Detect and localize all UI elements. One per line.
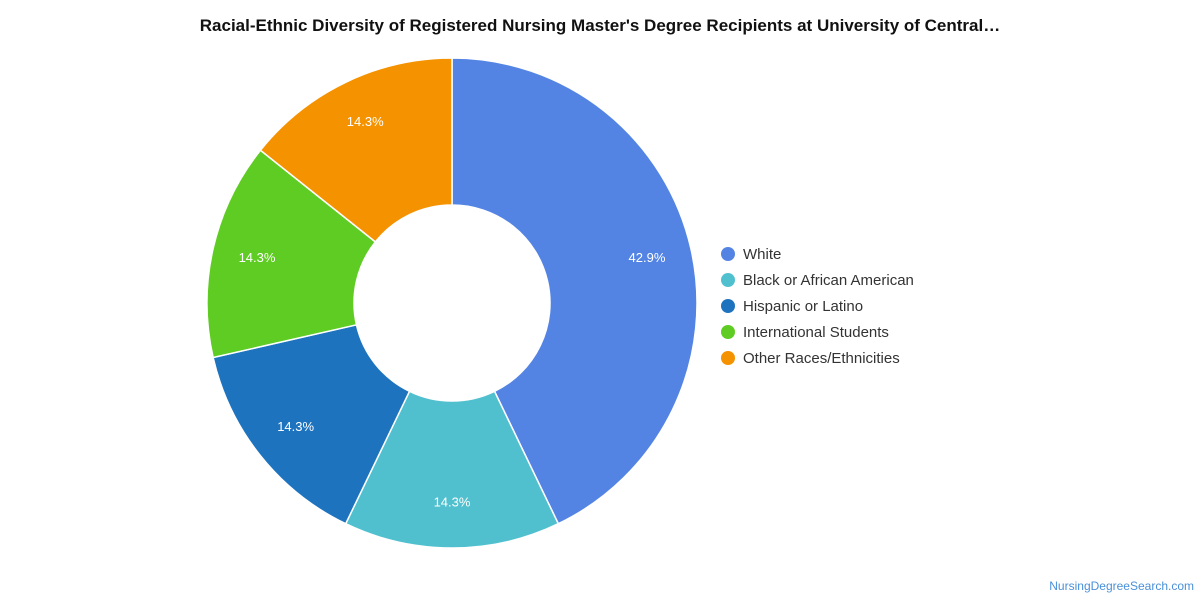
slice-label-4: 14.3% xyxy=(347,114,384,129)
legend-label: Hispanic or Latino xyxy=(743,297,864,315)
slice-label-0: 42.9% xyxy=(629,250,666,265)
legend-marker xyxy=(721,299,735,313)
slice-2[interactable] xyxy=(212,323,411,525)
chart-legend: White Black or African American Hispanic o… xyxy=(721,241,914,371)
legend-item[interactable]: Black or African American xyxy=(721,267,914,293)
legend-label: International Students xyxy=(743,323,889,341)
slice-0[interactable] xyxy=(451,57,698,525)
legend-marker xyxy=(721,273,735,287)
slice-label-1: 14.3% xyxy=(434,494,471,509)
slice-label-3: 14.3% xyxy=(239,250,276,265)
legend-label: Black or African American xyxy=(743,271,914,289)
slice-1[interactable] xyxy=(344,390,560,549)
slice-3[interactable] xyxy=(206,149,377,359)
chart-title: Racial-Ethnic Diversity of Registered Nu… xyxy=(199,16,1001,35)
legend-label: White xyxy=(743,245,782,263)
legend-item[interactable]: White xyxy=(721,241,914,267)
legend-marker xyxy=(721,247,735,261)
legend-marker xyxy=(721,351,735,365)
legend-label: Other Races/Ethnicities xyxy=(743,349,900,367)
source-link[interactable]: NursingDegreeSearch.com xyxy=(1049,579,1194,593)
legend-item[interactable]: Hispanic or Latino xyxy=(721,293,914,319)
legend-item[interactable]: International Students xyxy=(721,319,914,345)
legend-item[interactable]: Other Races/Ethnicities xyxy=(721,345,914,371)
legend-marker xyxy=(721,325,735,339)
slice-4[interactable] xyxy=(259,57,453,243)
slice-label-2: 14.3% xyxy=(277,419,314,434)
